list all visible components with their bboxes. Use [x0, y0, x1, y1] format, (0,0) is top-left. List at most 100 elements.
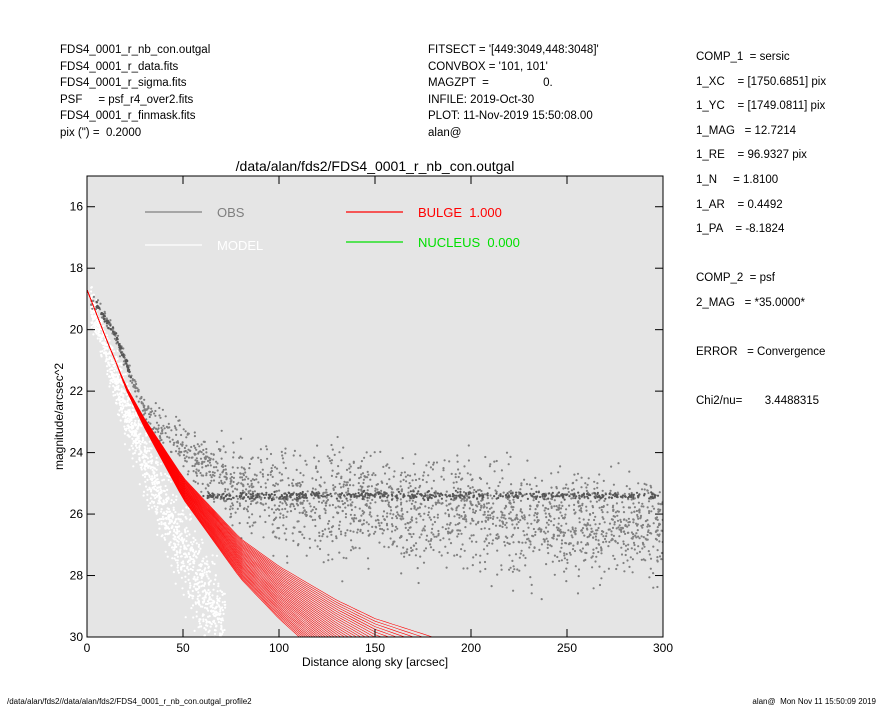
obs-point	[607, 567, 611, 570]
model-point	[212, 643, 214, 645]
obs-point	[429, 539, 432, 542]
obs-point	[298, 481, 301, 485]
obs-point	[650, 532, 653, 535]
model-point	[152, 494, 155, 497]
obs-point	[543, 538, 546, 542]
obs-point	[229, 477, 232, 480]
obs-point	[643, 492, 646, 496]
obs-point	[444, 512, 447, 515]
obs-point	[482, 513, 485, 516]
obs-point	[352, 493, 355, 496]
model-point	[114, 401, 118, 404]
model-point	[166, 474, 169, 477]
obs-point	[594, 496, 597, 500]
model-point	[179, 555, 183, 558]
obs-point	[647, 550, 650, 553]
model-point	[213, 562, 216, 566]
obs-point	[459, 555, 462, 558]
obs-point	[571, 528, 574, 531]
model-point	[204, 567, 207, 570]
obs-point	[527, 526, 530, 529]
obs-point	[445, 566, 448, 569]
obs-point	[231, 507, 234, 510]
obs-point	[332, 488, 335, 491]
obs-point	[534, 508, 537, 511]
obs-point	[320, 494, 323, 497]
obs-point	[287, 484, 291, 487]
model-point	[191, 568, 194, 572]
obs-point	[115, 338, 119, 341]
obs-point	[657, 502, 660, 505]
obs-point	[436, 492, 440, 495]
model-point	[190, 607, 193, 610]
obs-point	[517, 540, 520, 544]
obs-point	[224, 451, 227, 454]
obs-point	[227, 497, 231, 500]
obs-point	[448, 538, 451, 541]
obs-point	[637, 545, 640, 548]
obs-point	[608, 492, 611, 495]
obs-point	[535, 516, 539, 519]
obs-point	[282, 524, 285, 527]
model-point	[103, 348, 106, 351]
obs-point	[99, 302, 102, 305]
obs-point	[628, 487, 631, 490]
model-point	[185, 526, 188, 529]
obs-point	[330, 443, 333, 447]
obs-point	[560, 501, 563, 504]
obs-point	[327, 559, 330, 562]
obs-point	[513, 527, 516, 530]
model-point	[114, 387, 117, 390]
model-point	[174, 520, 177, 523]
obs-point	[342, 485, 345, 488]
obs-point	[622, 510, 626, 514]
obs-point	[232, 496, 235, 499]
obs-point	[338, 493, 342, 496]
obs-point	[220, 457, 223, 460]
model-point	[195, 610, 198, 614]
obs-point	[450, 498, 453, 501]
obs-point	[546, 530, 550, 533]
obs-point	[210, 479, 213, 482]
obs-point	[335, 535, 338, 538]
obs-point	[447, 513, 450, 516]
obs-point	[537, 519, 540, 522]
obs-point	[388, 466, 391, 469]
model-point	[203, 627, 206, 630]
model-point	[161, 515, 164, 519]
obs-point	[92, 295, 95, 298]
obs-point	[434, 503, 438, 506]
obs-point	[347, 489, 350, 493]
obs-point	[499, 493, 502, 496]
obs-point	[236, 483, 239, 486]
obs-point	[331, 469, 334, 472]
obs-point	[404, 523, 407, 526]
model-point	[170, 546, 174, 549]
obs-point	[175, 415, 178, 418]
obs-point	[658, 555, 662, 558]
obs-point	[424, 547, 428, 550]
model-point	[197, 585, 201, 588]
obs-point	[340, 492, 344, 495]
model-point	[138, 448, 141, 451]
model-point	[106, 347, 109, 350]
model-point	[194, 571, 197, 575]
model-point	[112, 376, 115, 379]
obs-point	[210, 495, 213, 498]
obs-point	[312, 497, 315, 500]
obs-point	[464, 515, 467, 518]
model-point	[174, 525, 177, 528]
obs-point	[183, 450, 186, 453]
obs-point	[204, 487, 207, 490]
obs-point	[576, 500, 580, 504]
model-point	[199, 605, 202, 608]
model-point	[196, 552, 199, 556]
model-point	[142, 494, 145, 497]
obs-point	[329, 492, 332, 495]
obs-point	[239, 504, 242, 507]
obs-point	[422, 474, 425, 477]
obs-point	[509, 511, 512, 514]
obs-point	[648, 553, 651, 556]
obs-point	[438, 501, 441, 504]
obs-point	[592, 548, 595, 551]
